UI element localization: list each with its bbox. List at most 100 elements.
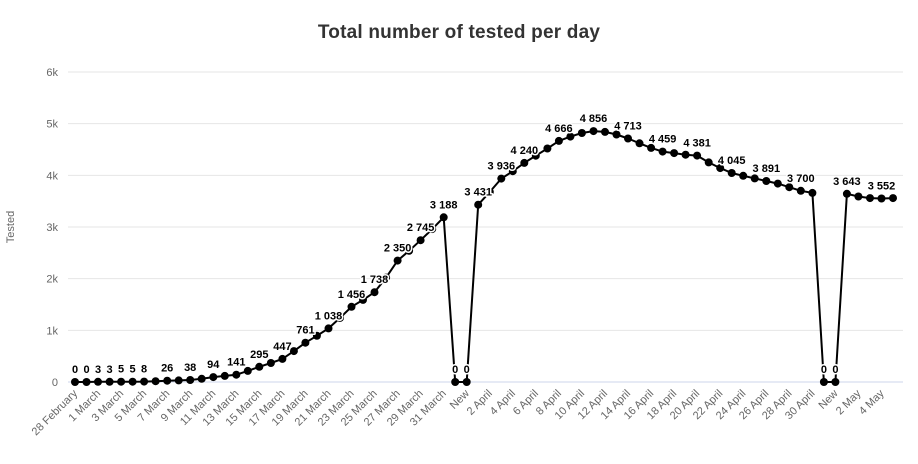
data-point[interactable] (82, 378, 91, 386)
data-point[interactable] (428, 225, 437, 234)
x-axis-tick-label: 2 May (834, 387, 864, 417)
data-point-value-label: 3 552 (868, 181, 896, 193)
data-point[interactable] (117, 377, 126, 386)
data-point[interactable] (889, 194, 897, 203)
data-point-value-label: 0 (821, 364, 827, 376)
data-point[interactable] (186, 376, 195, 384)
data-point[interactable] (554, 136, 563, 145)
data-point[interactable] (370, 288, 379, 297)
data-point[interactable] (347, 302, 356, 311)
data-point[interactable] (808, 188, 817, 197)
y-axis-tick-label: 4k (46, 170, 58, 182)
data-point[interactable] (773, 179, 782, 188)
data-point[interactable] (866, 194, 874, 203)
data-point[interactable] (796, 186, 805, 195)
data-point-value-label: 4 459 (649, 134, 677, 146)
data-point-value-label: 3 891 (753, 163, 781, 175)
data-point[interactable] (255, 362, 264, 371)
data-point[interactable] (393, 256, 402, 265)
data-point-value-label: 3 700 (787, 173, 815, 185)
data-point[interactable] (624, 134, 632, 143)
data-point[interactable] (94, 377, 102, 386)
data-point[interactable] (439, 213, 448, 222)
data-point[interactable] (312, 331, 321, 340)
data-point[interactable] (278, 354, 287, 363)
data-point-value-label: 0 (72, 364, 78, 376)
data-point[interactable] (704, 158, 713, 167)
x-axis-tick-label: 2 April (465, 388, 495, 418)
data-point-value-label: 38 (184, 362, 196, 374)
data-point[interactable] (243, 366, 252, 375)
data-point-value-label: 4 381 (683, 138, 711, 150)
data-point[interactable] (416, 236, 425, 245)
y-axis-tick-label: 2k (46, 274, 58, 286)
data-point[interactable] (151, 377, 160, 386)
data-point[interactable] (658, 147, 667, 156)
data-point[interactable] (877, 194, 886, 203)
data-point[interactable] (405, 246, 414, 255)
data-point[interactable] (819, 378, 828, 386)
data-point[interactable] (209, 373, 218, 382)
data-point[interactable] (451, 378, 460, 386)
data-point[interactable] (485, 187, 494, 196)
data-point-value-label: 4 240 (511, 145, 539, 157)
data-point-value-label: 3 (107, 364, 113, 376)
data-point[interactable] (163, 376, 172, 385)
data-point-value-label: 447 (273, 341, 291, 353)
data-point[interactable] (382, 273, 391, 282)
data-point[interactable] (762, 177, 771, 185)
data-point[interactable] (612, 130, 621, 139)
chart-title: Total number of tested per day (317, 22, 601, 43)
data-point[interactable] (359, 295, 367, 304)
x-axis-tick-label: 6 April (511, 388, 541, 418)
data-point[interactable] (577, 129, 586, 137)
data-point[interactable] (128, 377, 137, 386)
data-point[interactable] (232, 370, 241, 379)
data-point-value-label: 3 (95, 364, 101, 376)
data-point-value-label: 3 936 (488, 161, 516, 173)
data-point[interactable] (301, 338, 310, 347)
y-axis-tick-label: 6k (46, 67, 58, 79)
data-point-value-label: 5 (130, 364, 136, 376)
data-point[interactable] (520, 158, 529, 167)
data-point-value-label: 141 (227, 357, 245, 369)
data-point-value-label: 4 713 (614, 121, 642, 133)
data-point[interactable] (508, 167, 517, 176)
data-point[interactable] (336, 313, 344, 322)
data-point[interactable] (497, 174, 506, 183)
data-point[interactable] (140, 377, 149, 386)
data-point[interactable] (693, 151, 702, 160)
data-point[interactable] (842, 189, 851, 198)
data-point[interactable] (324, 324, 333, 333)
data-point-value-label: 3 643 (833, 176, 861, 188)
data-point[interactable] (831, 378, 840, 386)
data-point[interactable] (566, 132, 575, 141)
data-point[interactable] (589, 127, 598, 136)
data-point[interactable] (289, 347, 298, 356)
data-point[interactable] (105, 377, 114, 386)
data-point[interactable] (670, 149, 679, 158)
data-point[interactable] (266, 359, 275, 367)
data-point[interactable] (727, 169, 736, 177)
data-point[interactable] (716, 164, 725, 173)
data-point[interactable] (474, 200, 483, 209)
data-point[interactable] (647, 143, 656, 152)
data-point[interactable] (750, 174, 759, 183)
data-point[interactable] (739, 171, 748, 180)
data-point[interactable] (174, 376, 183, 385)
data-point[interactable] (543, 144, 552, 153)
data-point[interactable] (635, 139, 644, 148)
data-point[interactable] (531, 151, 540, 160)
data-point[interactable] (785, 183, 794, 192)
data-point[interactable] (462, 378, 471, 386)
data-point-value-label: 0 (452, 364, 458, 376)
data-point[interactable] (601, 127, 609, 136)
data-point[interactable] (220, 371, 229, 380)
data-point[interactable] (854, 192, 863, 201)
data-point[interactable] (71, 378, 79, 386)
data-point[interactable] (681, 150, 690, 159)
data-point-value-label: 8 (141, 364, 147, 376)
data-point[interactable] (197, 374, 206, 383)
data-point-value-label: 761 (296, 325, 314, 337)
